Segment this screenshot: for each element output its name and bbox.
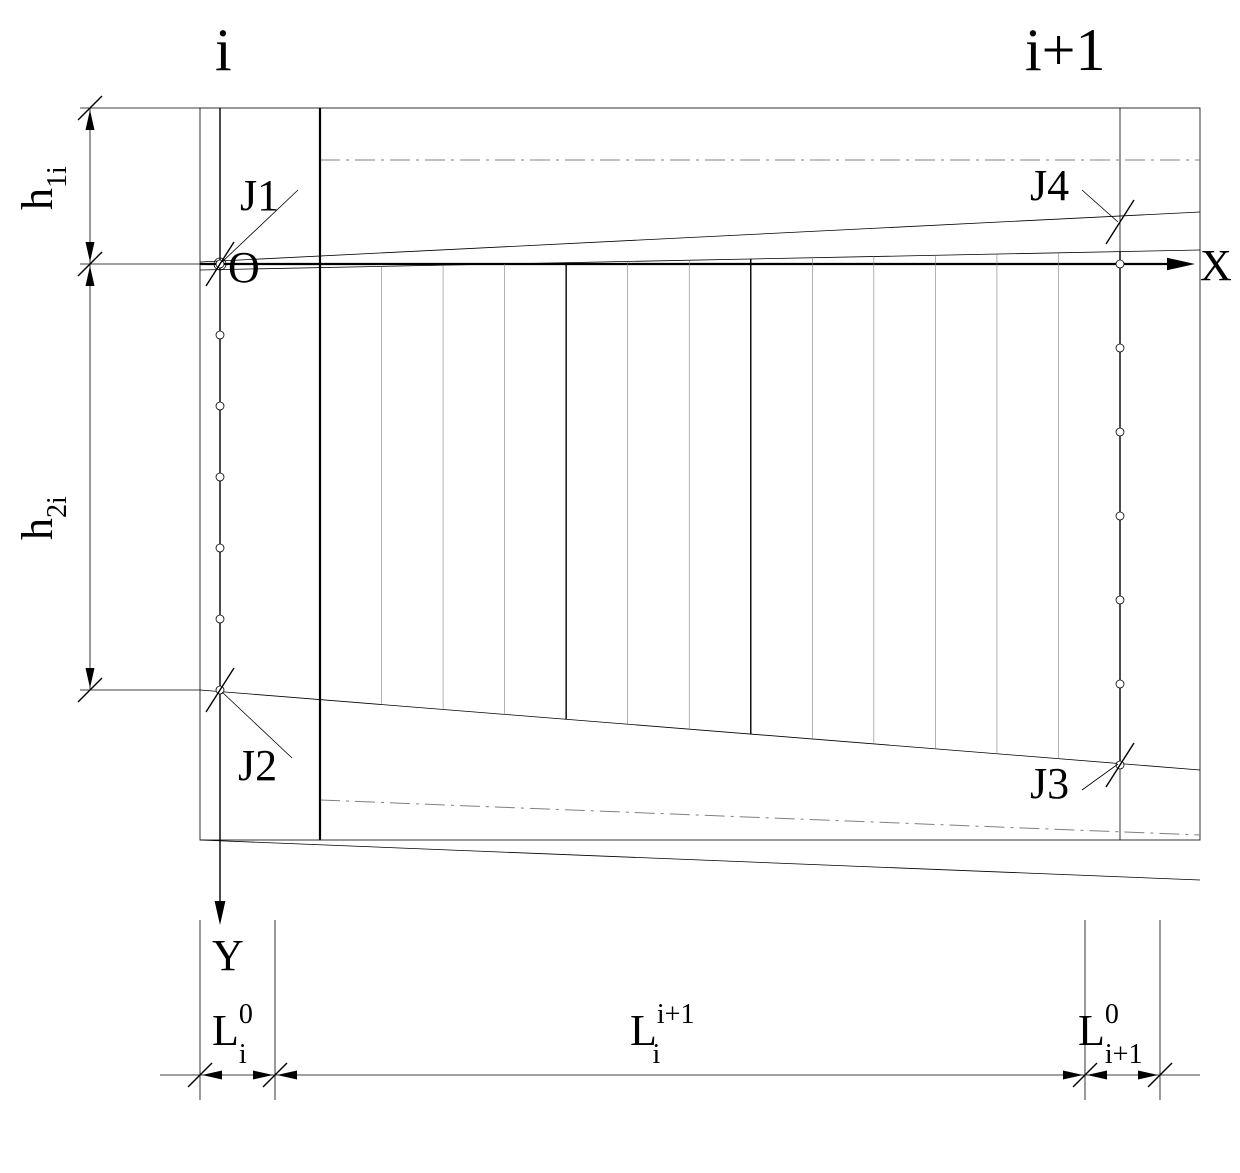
bot-flange-upper <box>200 690 1200 770</box>
arrowhead <box>202 1071 222 1080</box>
base: h <box>13 518 62 540</box>
base: L <box>212 1006 239 1055</box>
arrowhead <box>1167 258 1195 271</box>
top-flange-lower <box>200 250 1200 270</box>
label-j3: J3 <box>1030 759 1069 808</box>
base: L <box>1078 1006 1105 1055</box>
label-Li0: L0 i <box>212 999 253 1070</box>
bolt-hole <box>1116 680 1124 688</box>
label-j4: J4 <box>1030 161 1069 210</box>
arrowhead <box>86 242 95 262</box>
bolt-hole <box>216 615 224 623</box>
label-i: i <box>215 17 232 83</box>
top-flange-upper <box>200 212 1200 262</box>
arrowhead <box>86 266 95 286</box>
bolt-hole <box>216 473 224 481</box>
sub: 2i <box>42 496 73 518</box>
arrowhead <box>86 110 95 130</box>
label-Li-ip1: Li+1i <box>630 999 694 1070</box>
sub: i <box>652 1039 660 1070</box>
sup: 0 <box>1105 999 1119 1030</box>
sub: i <box>239 1039 247 1070</box>
bolt-hole <box>1116 344 1124 352</box>
arrowhead <box>1063 1071 1083 1080</box>
label-h1i: h1i <box>13 166 73 210</box>
bolt-hole <box>216 402 224 410</box>
base: h <box>13 188 62 210</box>
arrowhead <box>277 1071 297 1080</box>
arrowhead <box>215 901 226 925</box>
bot-flange-lower <box>200 840 1200 880</box>
label-ip1: i+1 <box>1025 17 1106 83</box>
bolt-hole <box>1116 260 1124 268</box>
label-Lip1-0: L0 i+1 <box>1078 999 1142 1070</box>
label-y-axis: Y <box>212 931 244 980</box>
arrowhead <box>1087 1071 1107 1080</box>
label-origin: O <box>228 243 260 292</box>
arrowhead <box>253 1071 273 1080</box>
arrowhead <box>1138 1071 1158 1080</box>
label-j2: J2 <box>238 741 277 790</box>
bolt-hole <box>1116 428 1124 436</box>
arrowhead <box>86 668 95 688</box>
bolt-hole <box>216 544 224 552</box>
bolt-hole <box>1116 596 1124 604</box>
bolt-hole <box>1116 512 1124 520</box>
sup: 0 <box>239 999 253 1030</box>
sub: 1i <box>42 166 73 188</box>
label-j1: J1 <box>240 171 279 220</box>
bolt-hole <box>216 331 224 339</box>
label-h2i: h2i <box>13 496 73 540</box>
sub: i+1 <box>1105 1039 1143 1070</box>
label-x-axis: X <box>1200 241 1232 290</box>
sup: i+1 <box>657 999 695 1030</box>
